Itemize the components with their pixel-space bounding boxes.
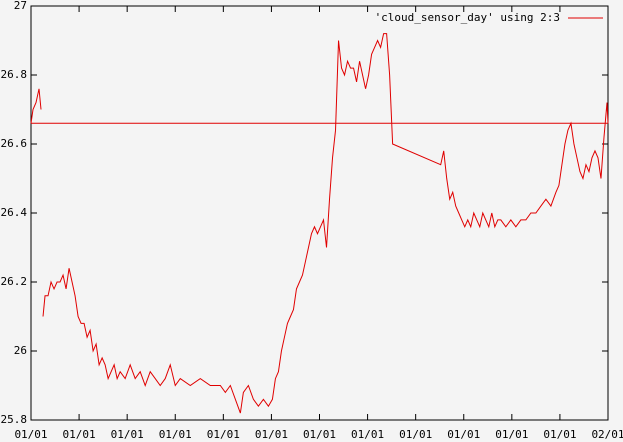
x-tick-label: 01/01 [63, 428, 96, 441]
x-tick-label: 01/01 [399, 428, 432, 441]
x-tick-label: 01/01 [447, 428, 480, 441]
data-line [30, 88, 42, 124]
x-tick-label: 01/01 [159, 428, 192, 441]
x-tick-label: 01/01 [255, 428, 288, 441]
y-tick-label: 26.2 [1, 275, 28, 288]
x-tick-label: 01/01 [207, 428, 240, 441]
y-tick-label: 26.8 [1, 68, 28, 81]
y-tick-label: 27 [14, 0, 27, 12]
y-tick-label: 26.6 [1, 137, 28, 150]
data-line [42, 33, 609, 414]
x-tick-label: 01/01 [303, 428, 336, 441]
x-tick-label: 01/01 [111, 428, 144, 441]
plot-frame [30, 5, 609, 421]
y-tick-label: 26.4 [1, 206, 28, 219]
x-tick-label: 01/01 [14, 428, 47, 441]
y-tick-label: 26 [14, 344, 27, 357]
x-tick-label: 01/01 [495, 428, 528, 441]
legend-label: 'cloud_sensor_day' using 2:3 [375, 11, 560, 24]
x-tick-label: 02/01 [591, 428, 623, 441]
y-tick-label: 25.8 [1, 413, 28, 426]
x-tick-label: 01/01 [351, 428, 384, 441]
x-tick-label: 01/01 [543, 428, 576, 441]
